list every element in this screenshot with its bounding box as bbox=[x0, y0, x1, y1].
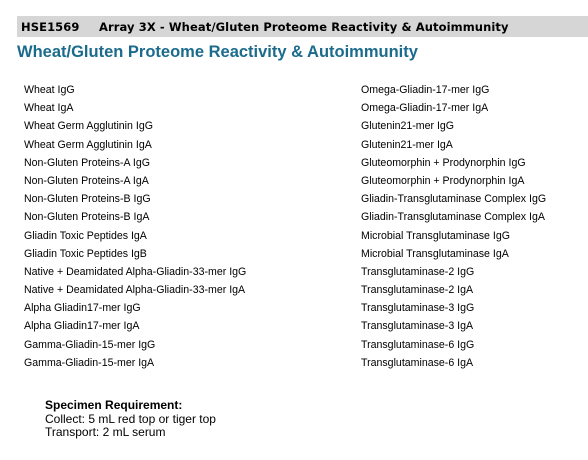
test-item: Glutenin21-mer IgG bbox=[361, 120, 455, 133]
test-item: Transglutaminase-6 IgG bbox=[361, 338, 475, 351]
test-item: Microbial Transglutaminase IgA bbox=[361, 247, 509, 260]
test-item: Gliadin Toxic Peptides IgB bbox=[24, 247, 147, 260]
test-item: Transglutaminase-2 IgG bbox=[361, 265, 475, 278]
test-item: Native + Deamidated Alpha-Gliadin-33-mer… bbox=[24, 284, 246, 297]
test-code: HSE1569 bbox=[21, 19, 80, 34]
test-item: Wheat Germ Agglutinin IgG bbox=[24, 120, 153, 133]
test-item: Transglutaminase-3 IgG bbox=[361, 302, 475, 315]
test-item: Transglutaminase-3 IgA bbox=[361, 320, 474, 333]
tests-list-right: Omega-Gliadin-17-mer IgG Omega-Gliadin-1… bbox=[361, 84, 546, 375]
page-title: Wheat/Gluten Proteome Reactivity & Autoi… bbox=[17, 43, 418, 61]
specimen-heading: Specimen Requirement: bbox=[45, 398, 183, 412]
test-item: Non-Gluten Proteins-A IgG bbox=[24, 156, 151, 169]
test-item: Gliadin-Transglutaminase Complex IgA bbox=[361, 211, 545, 224]
specimen-collect: Collect: 5 mL red top or tiger top bbox=[45, 411, 216, 426]
test-item: Gliadin-Transglutaminase Complex IgG bbox=[361, 193, 547, 206]
test-item: Omega-Gliadin-17-mer IgA bbox=[361, 102, 489, 115]
test-item: Non-Gluten Proteins-A IgA bbox=[24, 174, 149, 187]
specimen-transport: Transport: 2 mL serum bbox=[45, 425, 166, 439]
test-item: Alpha Gliadin17-mer IgG bbox=[24, 302, 141, 315]
header-title: Array 3X - Wheat/Gluten Proteome Reactiv… bbox=[99, 19, 509, 34]
test-item: Transglutaminase-6 IgA bbox=[361, 356, 474, 369]
specimen-requirement: Specimen Requirement: Collect: 5 mL red … bbox=[45, 398, 216, 440]
header-bar: HSE1569 Array 3X - Wheat/Gluten Proteome… bbox=[17, 16, 588, 37]
test-item: Gluteomorphin + Prodynorphin IgG bbox=[361, 156, 526, 169]
test-item: Non-Gluten Proteins-B IgG bbox=[24, 193, 151, 206]
test-item: Native + Deamidated Alpha-Gliadin-33-mer… bbox=[24, 265, 247, 278]
test-item: Gamma-Gliadin-15-mer IgA bbox=[24, 356, 155, 369]
test-item: Gamma-Gliadin-15-mer IgG bbox=[24, 338, 156, 351]
test-item: Wheat IgA bbox=[24, 102, 74, 115]
test-item: Alpha Gliadin17-mer IgA bbox=[24, 320, 140, 333]
test-item: Gluteomorphin + Prodynorphin IgA bbox=[361, 174, 525, 187]
test-item: Wheat Germ Agglutinin IgA bbox=[24, 138, 152, 151]
test-item: Wheat IgG bbox=[24, 84, 75, 96]
test-item: Microbial Transglutaminase IgG bbox=[361, 229, 510, 242]
test-item: Glutenin21-mer IgA bbox=[361, 138, 453, 151]
test-item: Omega-Gliadin-17-mer IgG bbox=[361, 84, 490, 96]
test-item: Gliadin Toxic Peptides IgA bbox=[24, 229, 147, 242]
tests-list-left: Wheat IgG Wheat IgA Wheat Germ Agglutini… bbox=[24, 84, 246, 375]
test-item: Non-Gluten Proteins-B IgA bbox=[24, 211, 150, 224]
test-item: Transglutaminase-2 IgA bbox=[361, 284, 474, 297]
